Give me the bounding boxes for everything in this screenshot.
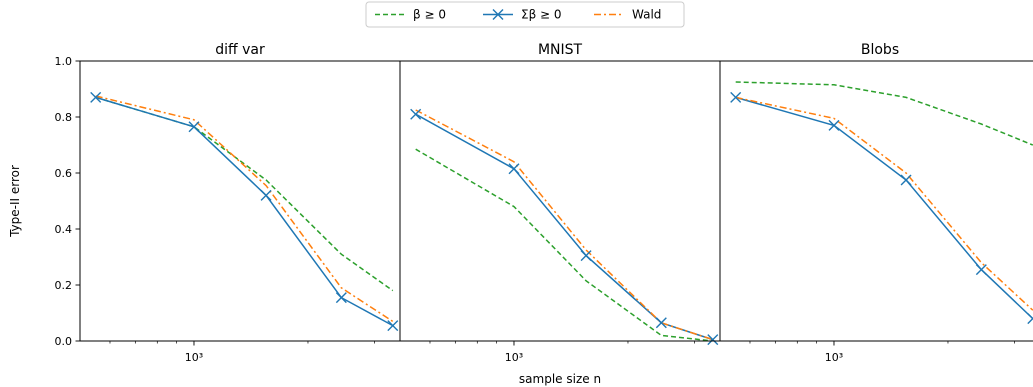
legend-label: Σβ ≥ 0 bbox=[521, 8, 562, 22]
y-tick-label: 0.4 bbox=[55, 223, 73, 236]
data-point-marker bbox=[975, 264, 987, 276]
data-point-marker bbox=[655, 317, 667, 329]
panel-title: diff var bbox=[215, 42, 265, 58]
x-tick-label: 10³ bbox=[825, 351, 843, 364]
data-point-marker bbox=[900, 174, 912, 186]
panel-0: 10³ 0.0 0.2 0.4 0.6 0.8 1.0 diff var bbox=[55, 42, 401, 364]
data-point-marker bbox=[508, 163, 520, 175]
series-line-2 bbox=[415, 109, 714, 341]
legend-label: Wald bbox=[632, 8, 661, 22]
data-point-marker bbox=[387, 320, 399, 332]
legend: β ≥ 0 Σβ ≥ 0 Wald bbox=[365, 1, 685, 28]
series-group bbox=[735, 81, 1033, 320]
y-tick-label: 0.2 bbox=[55, 279, 73, 292]
data-point-marker bbox=[1027, 313, 1033, 325]
legend-box bbox=[365, 1, 685, 28]
y-tick-label: 1.0 bbox=[55, 55, 73, 68]
legend-marker-icon bbox=[492, 9, 504, 20]
x-axis-label: sample size n bbox=[519, 372, 601, 386]
data-point-marker bbox=[260, 189, 272, 201]
y-tick-label: 0.0 bbox=[55, 335, 73, 348]
y-tick-label: 0.8 bbox=[55, 111, 73, 124]
panel-2: 10³ Blobs bbox=[719, 42, 1033, 364]
panel-title: Blobs bbox=[861, 42, 899, 58]
legend-label: β ≥ 0 bbox=[413, 8, 446, 22]
data-point-marker bbox=[828, 119, 840, 131]
axes-frame bbox=[719, 60, 1033, 342]
x-tick-label: 10³ bbox=[505, 351, 523, 364]
axes-frame bbox=[399, 60, 721, 342]
series-line-2 bbox=[735, 96, 1033, 311]
series-line-0 bbox=[735, 81, 1033, 146]
series-line-1 bbox=[735, 96, 1033, 320]
legend-item-1: Σβ ≥ 0 bbox=[483, 8, 562, 22]
data-point-marker bbox=[730, 91, 742, 103]
panel-title: MNIST bbox=[538, 42, 583, 58]
data-point-marker bbox=[188, 121, 200, 133]
series-group bbox=[415, 109, 714, 341]
series-line-0 bbox=[95, 96, 394, 292]
legend-item-0: β ≥ 0 bbox=[375, 8, 446, 22]
legend-item-2: Wald bbox=[594, 8, 661, 22]
data-point-marker bbox=[707, 334, 719, 346]
data-point-marker bbox=[410, 108, 422, 120]
panel-1: 10³ MNIST bbox=[399, 42, 721, 364]
data-point-marker bbox=[580, 250, 592, 262]
data-point-marker bbox=[335, 292, 347, 304]
series-group bbox=[95, 95, 394, 327]
series-line-0 bbox=[415, 148, 713, 341]
series-line-2 bbox=[95, 95, 394, 323]
series-line-1 bbox=[415, 113, 714, 341]
series-line-1 bbox=[95, 96, 394, 327]
y-tick-label: 0.6 bbox=[55, 167, 73, 180]
axes-frame bbox=[79, 60, 401, 342]
x-tick-label: 10³ bbox=[185, 351, 203, 364]
y-axis-label: Type-II error bbox=[8, 165, 22, 238]
data-point-marker bbox=[90, 91, 102, 103]
